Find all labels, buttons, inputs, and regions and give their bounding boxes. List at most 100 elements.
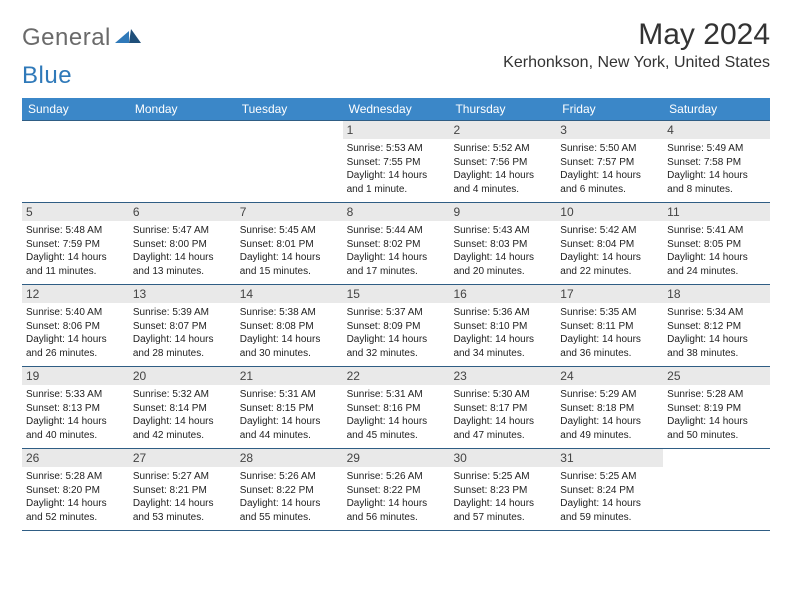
sunrise: Sunrise: 5:38 AM [240, 306, 339, 320]
weeks-container: ...1Sunrise: 5:53 AMSunset: 7:55 PMDayli… [22, 120, 770, 531]
sunrise: Sunrise: 5:41 AM [667, 224, 766, 238]
sunset: Sunset: 8:10 PM [453, 320, 552, 334]
day-header: Wednesday [343, 98, 450, 120]
sunset: Sunset: 8:19 PM [667, 402, 766, 416]
day-detail: Sunrise: 5:42 AMSunset: 8:04 PMDaylight:… [560, 224, 659, 278]
day-number: 18 [663, 285, 770, 303]
sunset: Sunset: 8:20 PM [26, 484, 125, 498]
day-cell: 18 Sunrise: 5:34 AMSunset: 8:12 PMDayligh… [663, 285, 770, 366]
sunset: Sunset: 7:57 PM [560, 156, 659, 170]
day-number: 1 [343, 121, 450, 139]
day-number: 19 [22, 367, 129, 385]
sunrise: Sunrise: 5:28 AM [26, 470, 125, 484]
day-number: 21 [236, 367, 343, 385]
week-row: 26Sunrise: 5:28 AMSunset: 8:20 PMDayligh… [22, 449, 770, 531]
daylight: Daylight: 14 hours and 34 minutes. [453, 333, 552, 360]
day-detail: Sunrise: 5:37 AMSunset: 8:09 PMDaylight:… [347, 306, 446, 360]
day-number: 5 [22, 203, 129, 221]
day-cell: 15Sunrise: 5:37 AMSunset: 8:09 PMDayligh… [343, 285, 450, 366]
day-number: 9 [449, 203, 556, 221]
sunrise: Sunrise: 5:30 AM [453, 388, 552, 402]
daylight: Daylight: 14 hours and 47 minutes. [453, 415, 552, 442]
day-detail: Sunrise: 5:41 AMSunset: 8:05 PMDaylight:… [667, 224, 766, 278]
day-cell: 6Sunrise: 5:47 AMSunset: 8:00 PMDaylight… [129, 203, 236, 284]
day-cell: 3Sunrise: 5:50 AMSunset: 7:57 PMDaylight… [556, 121, 663, 202]
day-number: 25 [663, 367, 770, 385]
sunrise: Sunrise: 5:37 AM [347, 306, 446, 320]
daylight: Daylight: 14 hours and 24 minutes. [667, 251, 766, 278]
sunrise: Sunrise: 5:45 AM [240, 224, 339, 238]
sunrise: Sunrise: 5:25 AM [560, 470, 659, 484]
day-cell: . [129, 121, 236, 202]
sunset: Sunset: 8:12 PM [667, 320, 766, 334]
day-detail: Sunrise: 5:34 AMSunset: 8:12 PMDaylight:… [667, 306, 766, 360]
day-cell: 12Sunrise: 5:40 AMSunset: 8:06 PMDayligh… [22, 285, 129, 366]
sunrise: Sunrise: 5:49 AM [667, 142, 766, 156]
brand-logo: General [22, 18, 141, 52]
sunrise: Sunrise: 5:50 AM [560, 142, 659, 156]
sunrise: Sunrise: 5:26 AM [347, 470, 446, 484]
day-header: Tuesday [236, 98, 343, 120]
day-cell: 7Sunrise: 5:45 AMSunset: 8:01 PMDaylight… [236, 203, 343, 284]
day-number: 13 [129, 285, 236, 303]
daylight: Daylight: 14 hours and 8 minutes. [667, 169, 766, 196]
sunrise: Sunrise: 5:32 AM [133, 388, 232, 402]
sunrise: Sunrise: 5:27 AM [133, 470, 232, 484]
day-cell: 19Sunrise: 5:33 AMSunset: 8:13 PMDayligh… [22, 367, 129, 448]
daylight: Daylight: 14 hours and 26 minutes. [26, 333, 125, 360]
sunset: Sunset: 8:21 PM [133, 484, 232, 498]
daylight: Daylight: 14 hours and 30 minutes. [240, 333, 339, 360]
sunset: Sunset: 8:22 PM [240, 484, 339, 498]
location: Kerhonkson, New York, United States [503, 54, 770, 72]
day-detail: Sunrise: 5:28 AMSunset: 8:19 PMDaylight:… [667, 388, 766, 442]
daylight: Daylight: 14 hours and 45 minutes. [347, 415, 446, 442]
day-cell: 9Sunrise: 5:43 AMSunset: 8:03 PMDaylight… [449, 203, 556, 284]
day-number: 24 [556, 367, 663, 385]
day-number: 22 [343, 367, 450, 385]
daylight: Daylight: 14 hours and 22 minutes. [560, 251, 659, 278]
day-detail: Sunrise: 5:25 AMSunset: 8:24 PMDaylight:… [560, 470, 659, 524]
day-number: . [129, 121, 236, 139]
week-row: ...1Sunrise: 5:53 AMSunset: 7:55 PMDayli… [22, 120, 770, 203]
day-cell: 10Sunrise: 5:42 AMSunset: 8:04 PMDayligh… [556, 203, 663, 284]
daylight: Daylight: 14 hours and 59 minutes. [560, 497, 659, 524]
sunrise: Sunrise: 5:48 AM [26, 224, 125, 238]
day-detail: Sunrise: 5:35 AMSunset: 8:11 PMDaylight:… [560, 306, 659, 360]
day-header: Saturday [663, 98, 770, 120]
sunrise: Sunrise: 5:47 AM [133, 224, 232, 238]
day-cell: 8Sunrise: 5:44 AMSunset: 8:02 PMDaylight… [343, 203, 450, 284]
daylight: Daylight: 14 hours and 13 minutes. [133, 251, 232, 278]
day-number: 8 [343, 203, 450, 221]
sunset: Sunset: 8:03 PM [453, 238, 552, 252]
day-detail: Sunrise: 5:48 AMSunset: 7:59 PMDaylight:… [26, 224, 125, 278]
day-number: 6 [129, 203, 236, 221]
sunrise: Sunrise: 5:33 AM [26, 388, 125, 402]
daylight: Daylight: 14 hours and 53 minutes. [133, 497, 232, 524]
day-cell: 14Sunrise: 5:38 AMSunset: 8:08 PMDayligh… [236, 285, 343, 366]
day-detail: Sunrise: 5:38 AMSunset: 8:08 PMDaylight:… [240, 306, 339, 360]
sunset: Sunset: 7:58 PM [667, 156, 766, 170]
day-header: Thursday [449, 98, 556, 120]
daylight: Daylight: 14 hours and 17 minutes. [347, 251, 446, 278]
sunset: Sunset: 8:23 PM [453, 484, 552, 498]
sunset: Sunset: 8:11 PM [560, 320, 659, 334]
daylight: Daylight: 14 hours and 52 minutes. [26, 497, 125, 524]
daylight: Daylight: 14 hours and 4 minutes. [453, 169, 552, 196]
day-number: 3 [556, 121, 663, 139]
day-detail: Sunrise: 5:39 AMSunset: 8:07 PMDaylight:… [133, 306, 232, 360]
day-cell: 28Sunrise: 5:26 AMSunset: 8:22 PMDayligh… [236, 449, 343, 530]
sunrise: Sunrise: 5:36 AM [453, 306, 552, 320]
sunset: Sunset: 8:05 PM [667, 238, 766, 252]
sunset: Sunset: 8:01 PM [240, 238, 339, 252]
sunset: Sunset: 7:56 PM [453, 156, 552, 170]
sunset: Sunset: 8:02 PM [347, 238, 446, 252]
sunrise: Sunrise: 5:53 AM [347, 142, 446, 156]
day-cell: 16Sunrise: 5:36 AMSunset: 8:10 PMDayligh… [449, 285, 556, 366]
day-cell: 11Sunrise: 5:41 AMSunset: 8:05 PMDayligh… [663, 203, 770, 284]
day-detail: Sunrise: 5:49 AMSunset: 7:58 PMDaylight:… [667, 142, 766, 196]
day-cell: . [22, 121, 129, 202]
sunrise: Sunrise: 5:26 AM [240, 470, 339, 484]
day-cell: 5 Sunrise: 5:48 AMSunset: 7:59 PMDaylight… [22, 203, 129, 284]
sunset: Sunset: 8:16 PM [347, 402, 446, 416]
sunset: Sunset: 8:13 PM [26, 402, 125, 416]
